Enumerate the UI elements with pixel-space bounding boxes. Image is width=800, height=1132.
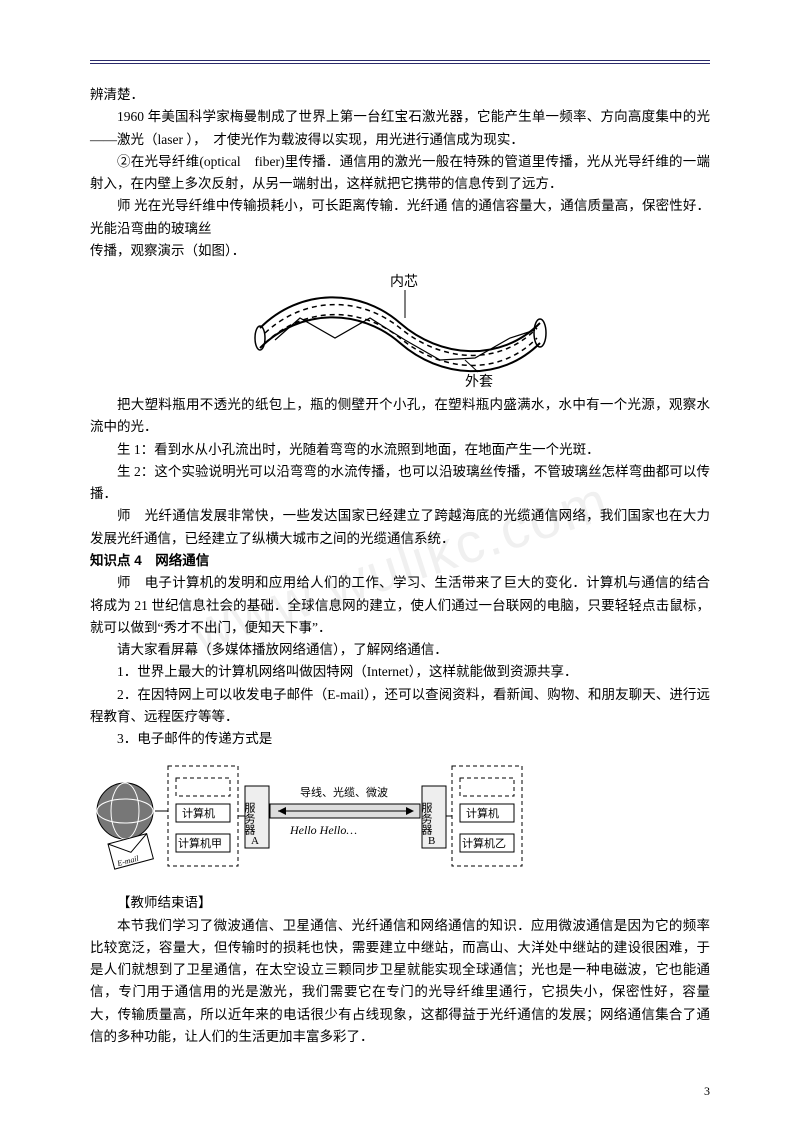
figure1-label-outer: 外套 bbox=[465, 374, 493, 388]
para-1: 1960 年美国科学家梅曼制成了世界上第一台红宝石激光器，它能产生单一频率、方向… bbox=[90, 106, 710, 151]
svg-text:服务器: 服务器 bbox=[420, 802, 433, 836]
figure2-right-box2: 计算机乙 bbox=[462, 836, 506, 850]
para-3: 师 光在光导纤维中传输损耗小，可长距离传输．光纤通 信的通信容量大，通信质量高，… bbox=[90, 195, 710, 240]
figure2-hello: Hello Hello… bbox=[289, 823, 357, 837]
page-number: 3 bbox=[704, 1082, 710, 1102]
para-11: 1．世界上最大的计算机网络叫做因特网（Internet），这样就能做到资源共享． bbox=[90, 661, 710, 683]
closing-heading: 【教师结束语】 bbox=[90, 892, 710, 914]
para-9: 师 电子计算机的发明和应用给人们的工作、学习、生活带来了巨大的变化．计算机与通信… bbox=[90, 572, 710, 639]
para-14: 本节我们学习了微波通信、卫星通信、光纤通信和网络通信的知识．应用微波通信是因为它… bbox=[90, 915, 710, 1049]
figure2-left-box1: 计算机 bbox=[182, 806, 215, 820]
figure2-left-box2: 计算机甲 bbox=[178, 836, 222, 850]
svg-text:B: B bbox=[428, 835, 435, 847]
figure2-link-label: 导线、光缆、微波 bbox=[300, 785, 388, 799]
para-6: 生 1：看到水从小孔流出时，光随着弯弯的水流照到地面，在地面产生一个光斑． bbox=[90, 439, 710, 461]
para-2: ②在光导纤维(optical fiber)里传播．通信用的激光一般在特殊的管道里… bbox=[90, 151, 710, 196]
figure-email-network: E-mail 计算机 计算机甲 服务器 A 导线、光缆、微波 Hello Hel… bbox=[90, 756, 570, 886]
figure2-right-box1: 计算机 bbox=[466, 806, 499, 820]
para-8: 师 光纤通信发展非常快，一些发达国家已经建立了跨越海底的光缆通信网络，我们国家也… bbox=[90, 505, 710, 550]
heading-knowledge-4: 知识点 4 网络通信 bbox=[90, 550, 710, 572]
para-13: 3．电子邮件的传递方式是 bbox=[90, 728, 710, 750]
svg-text:服务器: 服务器 bbox=[243, 802, 256, 836]
para-12: 2．在因特网上可以收发电子邮件（E-mail），还可以查阅资料，看新闻、购物、和… bbox=[90, 684, 710, 729]
para-7: 生 2：这个实验说明光可以沿弯弯的水流传播，也可以沿玻璃丝传播，不管玻璃丝怎样弯… bbox=[90, 461, 710, 506]
page: www.wulikc.com 辨清楚． 1960 年美国科学家梅曼制成了世界上第… bbox=[0, 0, 800, 1132]
para-10: 请大家看屏幕（多媒体播放网络通信），了解网络通信． bbox=[90, 639, 710, 661]
header-rule bbox=[90, 60, 710, 64]
para-5: 把大塑料瓶用不透光的纸包上，瓶的侧壁开个小孔，在塑料瓶内盛满水，水中有一个光源，… bbox=[90, 394, 710, 439]
para-0: 辨清楚． bbox=[90, 84, 710, 106]
figure-optical-fiber: 内芯 外套 bbox=[240, 268, 560, 388]
figure1-label-inner: 内芯 bbox=[390, 274, 418, 290]
para-4: 传播，观察演示（如图）． bbox=[90, 240, 710, 262]
svg-text:A: A bbox=[251, 835, 259, 847]
